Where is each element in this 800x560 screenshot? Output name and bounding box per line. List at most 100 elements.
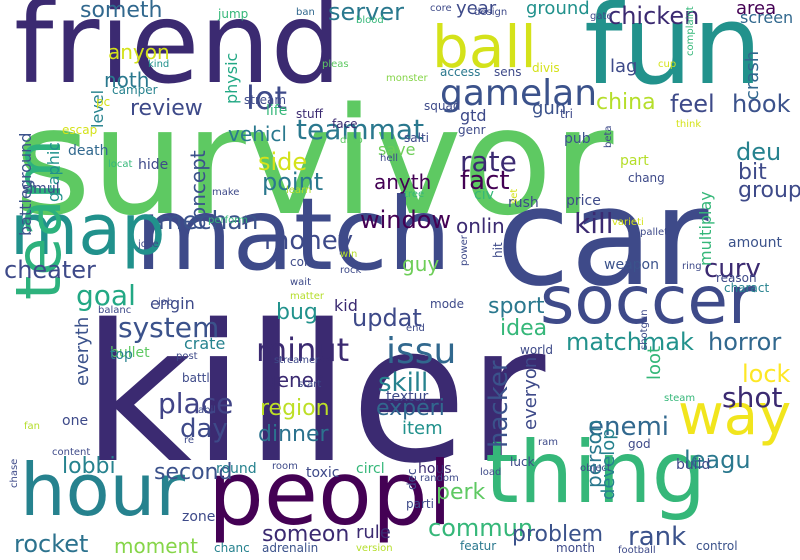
word-86: everyth: [72, 316, 93, 386]
word-118: featur: [460, 539, 497, 553]
word-155: drop: [340, 135, 363, 146]
word-30: server: [328, 0, 404, 26]
word-178: content: [52, 447, 91, 458]
word-192: luck: [510, 455, 535, 469]
word-39: point: [262, 168, 324, 196]
word-138: stuff: [296, 107, 323, 121]
word-25: day: [180, 414, 228, 444]
word-11: soccer: [540, 262, 756, 339]
word-176: one: [62, 413, 89, 429]
word-146: blood: [356, 15, 384, 26]
word-134: design: [474, 7, 508, 18]
word-109: build: [676, 457, 711, 473]
word-175: re: [184, 435, 195, 446]
word-186: pallet: [640, 227, 669, 238]
word-0: survivor: [14, 76, 614, 248]
word-29: rocket: [14, 530, 89, 558]
word-156: hell: [380, 153, 399, 164]
word-144: jump: [218, 7, 249, 21]
word-65: group: [738, 178, 800, 203]
word-38: fact: [460, 166, 510, 196]
word-172: streamer: [274, 355, 320, 366]
word-75: year: [456, 0, 497, 19]
word-37: rate: [460, 145, 517, 178]
word-183: hit: [491, 242, 505, 258]
word-36: china: [596, 90, 656, 115]
word-71: concept: [186, 150, 210, 230]
word-197: version: [356, 543, 393, 554]
word-48: enemi: [588, 412, 670, 442]
word-110: weapon: [604, 257, 659, 273]
word-26: hacker: [484, 360, 514, 448]
word-191: object: [580, 463, 611, 474]
word-52: second: [154, 460, 233, 485]
word-145: ban: [296, 7, 315, 18]
word-58: moment: [114, 534, 199, 558]
word-199: ram: [538, 437, 558, 448]
word-15: lot: [246, 79, 288, 117]
word-43: region: [260, 396, 330, 421]
word-184: set: [509, 188, 520, 204]
word-147: core: [430, 3, 452, 14]
word-130: genr: [458, 123, 486, 137]
word-13: way: [678, 383, 792, 448]
word-90: kid: [334, 296, 358, 315]
word-143: escap: [62, 123, 98, 137]
word-196: parti: [406, 497, 434, 511]
word-49: leagu: [684, 446, 751, 474]
word-17: system: [118, 311, 220, 344]
word-50: shot: [722, 381, 783, 414]
word-187: ring: [682, 261, 702, 272]
word-117: adrenalin: [262, 541, 319, 555]
word-195: dec: [405, 468, 419, 490]
word-87: crate: [184, 334, 226, 353]
word-193: load: [480, 467, 502, 478]
word-194: random: [420, 473, 459, 484]
word-22: issu: [386, 331, 457, 372]
word-83: item: [402, 418, 443, 439]
word-99: death: [68, 143, 109, 159]
word-131: sens: [494, 65, 522, 79]
word-136: salti: [404, 131, 429, 145]
word-127: tri: [560, 107, 573, 121]
word-119: month: [556, 541, 595, 555]
word-54: commun: [428, 514, 534, 542]
word-120: control: [696, 539, 738, 553]
word-112: reason: [716, 271, 757, 285]
word-84: loot: [644, 345, 665, 380]
word-126: pub: [564, 131, 591, 147]
word-34: feel: [670, 90, 715, 118]
word-124: rush: [508, 195, 539, 211]
word-116: chanc: [214, 541, 250, 555]
word-69: onlin: [456, 214, 505, 238]
word-66: sport: [488, 294, 545, 319]
word-189: steam: [664, 393, 696, 404]
word-162: joke: [138, 239, 159, 250]
word-45: gener: [264, 368, 323, 392]
word-158: learn: [286, 185, 312, 196]
word-128: part: [620, 153, 649, 169]
word-163: con: [290, 255, 312, 269]
word-132: access: [440, 65, 481, 79]
word-165: wait: [290, 277, 312, 288]
word-61: horror: [708, 328, 782, 356]
word-8: hour: [20, 448, 185, 532]
word-97: gun: [532, 98, 567, 119]
word-64: bit: [738, 160, 767, 185]
word-154: monster: [386, 73, 428, 84]
word-53: perk: [436, 480, 486, 505]
word-55: rank: [628, 522, 687, 552]
word-113: charact: [724, 281, 770, 295]
word-106: hous: [418, 461, 452, 477]
word-24: place: [158, 387, 234, 420]
word-123: civ: [474, 187, 494, 203]
word-108: toxic: [306, 465, 340, 481]
word-141: kind: [148, 59, 170, 70]
word-20: match­mak: [566, 328, 694, 356]
word-42: bug: [276, 300, 318, 325]
word-111: amount: [728, 235, 783, 251]
word-89: engin: [150, 294, 195, 313]
word-14: gamelan: [440, 73, 598, 114]
word-77: area: [736, 0, 777, 19]
word-157: tree: [404, 189, 425, 200]
